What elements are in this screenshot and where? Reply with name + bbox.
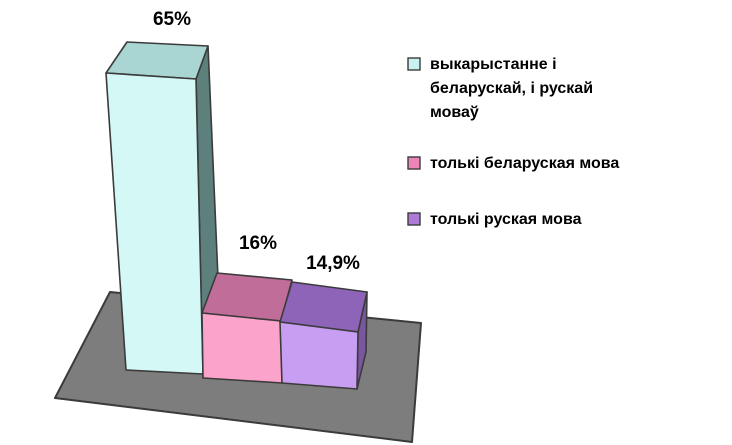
data-label-russian-only: 14,9% <box>306 253 360 274</box>
legend-item-both-languages: выкарыстанне і беларускай, і рускай мова… <box>407 53 593 125</box>
bar-russian-only <box>279 281 368 390</box>
legend-item-belarusian-only: толькі беларуская мова <box>407 152 619 176</box>
legend-swatch-belarusian-only-icon <box>407 156 421 170</box>
legend-label-russian-only: толькі руская мова <box>430 211 582 228</box>
bar-russian-only-front-face <box>279 321 359 390</box>
bar-belarusian-only <box>201 272 293 384</box>
data-label-both-languages: 65% <box>152 9 192 30</box>
legend-label-both-languages: выкарыстанне і беларускай, і рускай мова… <box>430 56 594 121</box>
bar-both-languages <box>105 41 222 375</box>
legend-swatch-russian-only-icon <box>407 212 421 226</box>
legend-swatch-both-languages-icon <box>407 57 421 71</box>
legend-label-belarusian-only: толькі беларуская мова <box>430 155 620 172</box>
bar-belarusian-only-front-face <box>201 312 283 384</box>
data-label-belarusian-only: 16% <box>238 233 278 254</box>
legend-item-russian-only: толькі руская мова <box>407 208 581 232</box>
